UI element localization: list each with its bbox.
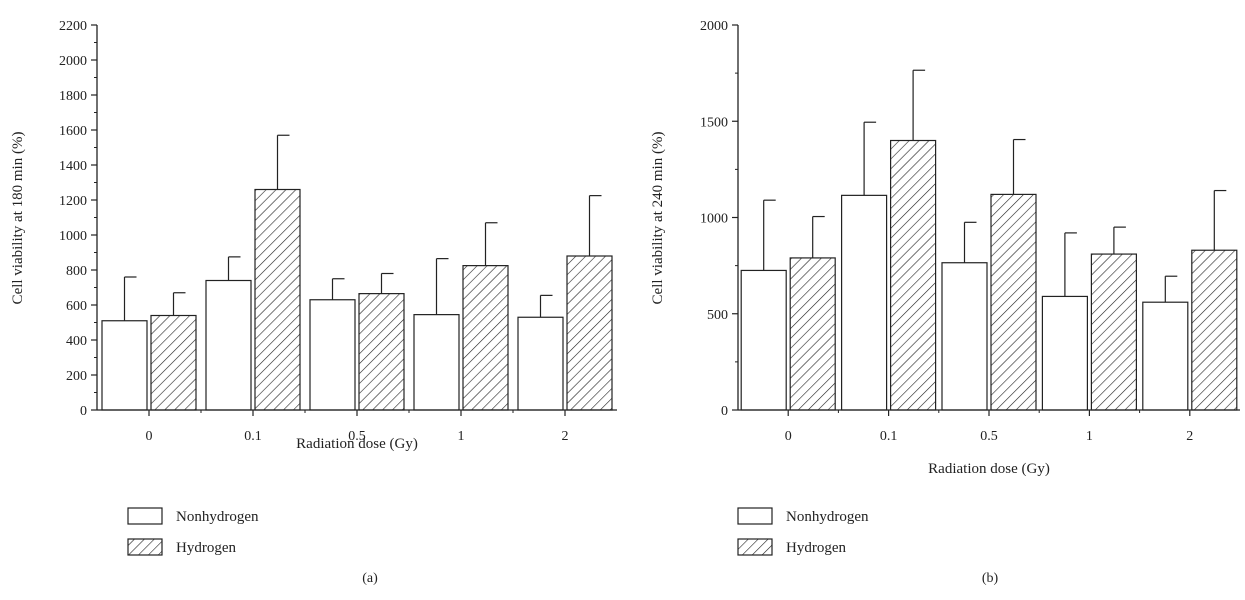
bar-nonhydrogen-0.1 [205,279,252,411]
bar-nonhydrogen-0.1 [840,194,888,411]
bar-nonhydrogen-2 [1142,301,1189,411]
x-tick-label: 0.5 [348,429,366,444]
bar-hydrogen-0.5 [358,293,405,411]
legend-label-hydrogen: Hydrogen [176,540,236,556]
y-tick-label: 500 [707,308,728,323]
panel-label: (a) [362,571,378,586]
y-tick-label: 2000 [59,54,87,69]
y-tick-label: 800 [66,264,87,279]
bar-hydrogen-1 [462,265,509,411]
y-tick-label: 1200 [59,194,87,209]
bar-hydrogen-0.5 [990,193,1037,411]
bar-nonhydrogen-2 [517,316,564,411]
bar-hydrogen-0.1 [254,188,301,411]
y-tick-label: 1000 [700,212,728,227]
y-tick-label: 2200 [59,19,87,34]
x-tick-label: 2 [562,429,569,444]
bar-nonhydrogen-0.5 [309,299,356,411]
bar-nonhydrogen-0 [101,320,148,411]
x-tick-label: 1 [1086,429,1093,444]
x-tick-label: 1 [458,429,465,444]
x-tick-label: 0.5 [980,429,998,444]
legend-label-nonhydrogen: Nonhydrogen [786,509,869,525]
y-tick-label: 0 [80,404,87,419]
x-tick-label: 0.1 [244,429,262,444]
y-tick-label: 400 [66,334,87,349]
legend-swatch-hydrogen [127,538,163,556]
x-tick-label: 0 [785,429,792,444]
x-tick-label: 0 [146,429,153,444]
legend-label-hydrogen: Hydrogen [786,540,846,556]
bar-hydrogen-0 [789,257,836,411]
bar-hydrogen-2 [1191,249,1238,411]
y-tick-label: 0 [721,404,728,419]
y-tick-label: 1600 [59,124,87,139]
y-tick-label: 2000 [700,19,728,34]
x-axis-label: Radiation dose (Gy) [928,461,1050,477]
legend-swatch-nonhydrogen [737,507,773,525]
bar-nonhydrogen-1 [413,314,460,411]
legend-label-nonhydrogen: Nonhydrogen [176,509,259,525]
bar-nonhydrogen-0.5 [941,262,988,411]
legend-swatch-nonhydrogen [127,507,163,525]
bar-hydrogen-1 [1090,253,1138,411]
x-tick-label: 2 [1186,429,1193,444]
y-tick-label: 1800 [59,89,87,104]
bar-nonhydrogen-0 [740,269,787,411]
bar-hydrogen-0.1 [889,139,937,411]
bar-hydrogen-0 [150,314,197,411]
panel-a: 0 0.1 0.5 1 2 0 200 400 600 800 1000 1200 1400 1600 18… [10,19,617,586]
y-tick-label: 1000 [59,229,87,244]
x-tick-label: 0.1 [880,429,898,444]
x-axis-label: Radiation dose (Gy) [296,436,418,452]
y-tick-label: 1500 [700,115,728,130]
panel-b: 0 0.1 0.5 1 2 0 500 1000 1500 2000 Cell viability … [650,19,1240,586]
y-tick-label: 200 [66,369,87,384]
legend-swatch-hydrogen [737,538,773,556]
y-tick-label: 600 [66,299,87,314]
panel-label: (b) [982,571,999,586]
y-axis-label: Cell viability at 180 min (%) [10,132,26,305]
bar-nonhydrogen-1 [1041,295,1089,411]
y-axis-label: Cell viability at 240 min (%) [650,132,666,305]
bar-hydrogen-2 [566,255,613,411]
y-tick-label: 1400 [59,159,87,174]
